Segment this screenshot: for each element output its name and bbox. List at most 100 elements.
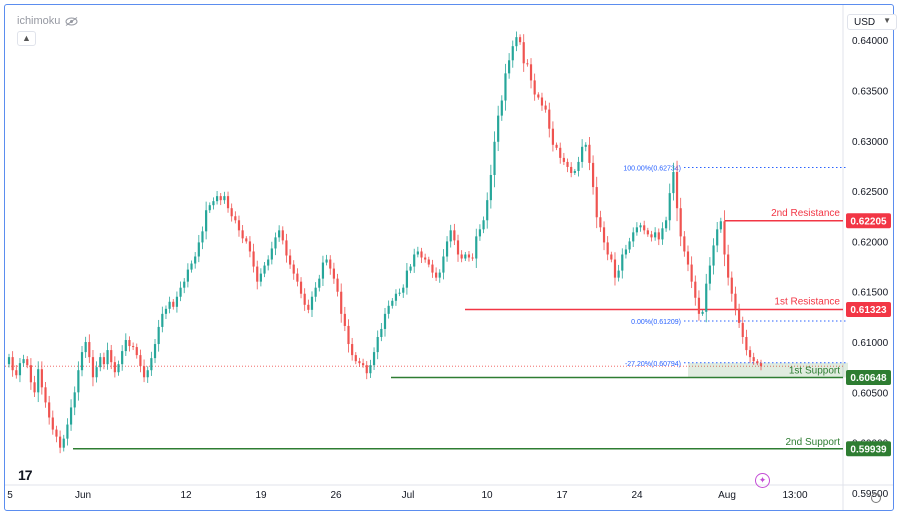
candle-body	[186, 269, 189, 282]
candle-body	[540, 97, 544, 106]
support-2-price-tag-label: 0.59939	[850, 444, 887, 455]
lightning-icon[interactable]: ✦	[755, 473, 770, 488]
candle-body	[427, 259, 430, 265]
candle-body	[88, 342, 91, 358]
candle-body	[599, 217, 602, 228]
candle-body	[179, 287, 182, 297]
candle-body	[259, 273, 262, 282]
candle-body	[256, 266, 259, 282]
candle-body	[299, 281, 303, 294]
resistance-1-label: 1st Resistance	[774, 297, 840, 308]
resistance-2-label: 2nd Resistance	[771, 208, 840, 219]
currency-selector[interactable]: USD ▼	[847, 14, 897, 30]
candle-body	[44, 387, 47, 403]
candle-body	[22, 359, 25, 364]
resistance-2-price-tag-label: 0.62205	[850, 216, 887, 227]
candle-body	[37, 369, 40, 393]
candle-body	[325, 259, 328, 263]
candle-body	[102, 357, 106, 365]
candle-body	[595, 187, 598, 218]
eye-off-icon[interactable]	[65, 16, 78, 26]
chevron-up-icon[interactable]: ▲	[17, 31, 36, 46]
candle-body	[471, 257, 474, 259]
candle-body	[741, 322, 744, 337]
candle-body	[358, 361, 361, 364]
candle-body	[387, 305, 390, 314]
candle-body	[748, 350, 752, 358]
candle-body	[613, 259, 617, 278]
candle-body	[369, 365, 372, 374]
price-chart[interactable]: 0.64000 0.63500 0.63000 0.62500 0.62000 0.615…	[5, 5, 893, 510]
candle-body	[343, 313, 346, 326]
candle-body	[537, 94, 540, 98]
candle-body	[602, 227, 606, 243]
candle-body	[694, 281, 697, 298]
candle-body	[504, 73, 507, 101]
y-tick-label: 0.62500	[852, 187, 889, 198]
candle-body	[420, 251, 423, 258]
support-2-label: 2nd Support	[786, 437, 841, 448]
candle-body	[409, 266, 412, 271]
candle-body	[562, 157, 565, 162]
candle-body	[197, 242, 200, 257]
candle-body	[664, 220, 668, 229]
candle-body	[99, 357, 102, 368]
candle-body	[201, 231, 204, 243]
candle-body	[226, 196, 230, 209]
candle-body	[716, 229, 719, 246]
candle-body	[48, 402, 51, 418]
candle-body	[591, 162, 595, 188]
candle-body	[33, 382, 36, 393]
candle-body	[435, 272, 438, 278]
x-tick-label: 12	[180, 490, 192, 501]
tradingview-logo-icon[interactable]: 17	[18, 467, 33, 483]
candle-body	[347, 325, 350, 345]
candle-body	[241, 230, 244, 239]
candle-body	[351, 344, 354, 356]
candle-body	[493, 141, 496, 175]
candle-body	[402, 287, 405, 293]
candle-body	[150, 358, 153, 371]
candle-body	[175, 296, 179, 307]
x-tick-label: Aug	[718, 490, 736, 501]
candle-body	[522, 42, 525, 64]
candle-body	[69, 407, 73, 425]
candle-body	[113, 362, 116, 373]
chart-window: 0.64000 0.63500 0.63000 0.62500 0.62000 0.615…	[4, 4, 897, 511]
candle-body	[383, 313, 387, 329]
candle-body	[153, 344, 157, 359]
candle-body	[278, 230, 281, 238]
y-tick-label: 0.63500	[852, 86, 889, 97]
candle-body	[719, 221, 722, 230]
candle-body	[467, 254, 471, 258]
candle-body	[106, 350, 109, 365]
candle-body	[26, 359, 29, 366]
candle-body	[234, 216, 237, 221]
settings-icon[interactable]	[871, 493, 881, 503]
candle-body	[142, 366, 146, 378]
candle-body	[190, 263, 193, 270]
candle-body	[274, 237, 277, 249]
candle-body	[624, 249, 628, 255]
candle-body	[464, 254, 467, 259]
x-tick-label: 19	[255, 490, 267, 501]
candle-body	[628, 241, 631, 250]
candle-body	[478, 229, 482, 237]
candle-body	[405, 270, 408, 288]
candle-body	[453, 230, 456, 241]
candle-body	[511, 46, 514, 61]
candle-body	[288, 255, 292, 265]
candle-body	[62, 438, 65, 448]
candle-body	[632, 232, 635, 242]
candle-body	[55, 429, 58, 437]
candle-body	[533, 80, 536, 95]
candle-body	[18, 363, 22, 376]
candle-body	[296, 273, 299, 282]
resistance-2-price-tag	[846, 213, 891, 229]
candle-body	[135, 347, 138, 356]
indicator-legend[interactable]: ichimoku	[17, 15, 78, 27]
candle-body	[424, 257, 427, 260]
candle-body	[59, 436, 62, 448]
candle-body	[157, 326, 160, 345]
candle-body	[672, 171, 675, 194]
